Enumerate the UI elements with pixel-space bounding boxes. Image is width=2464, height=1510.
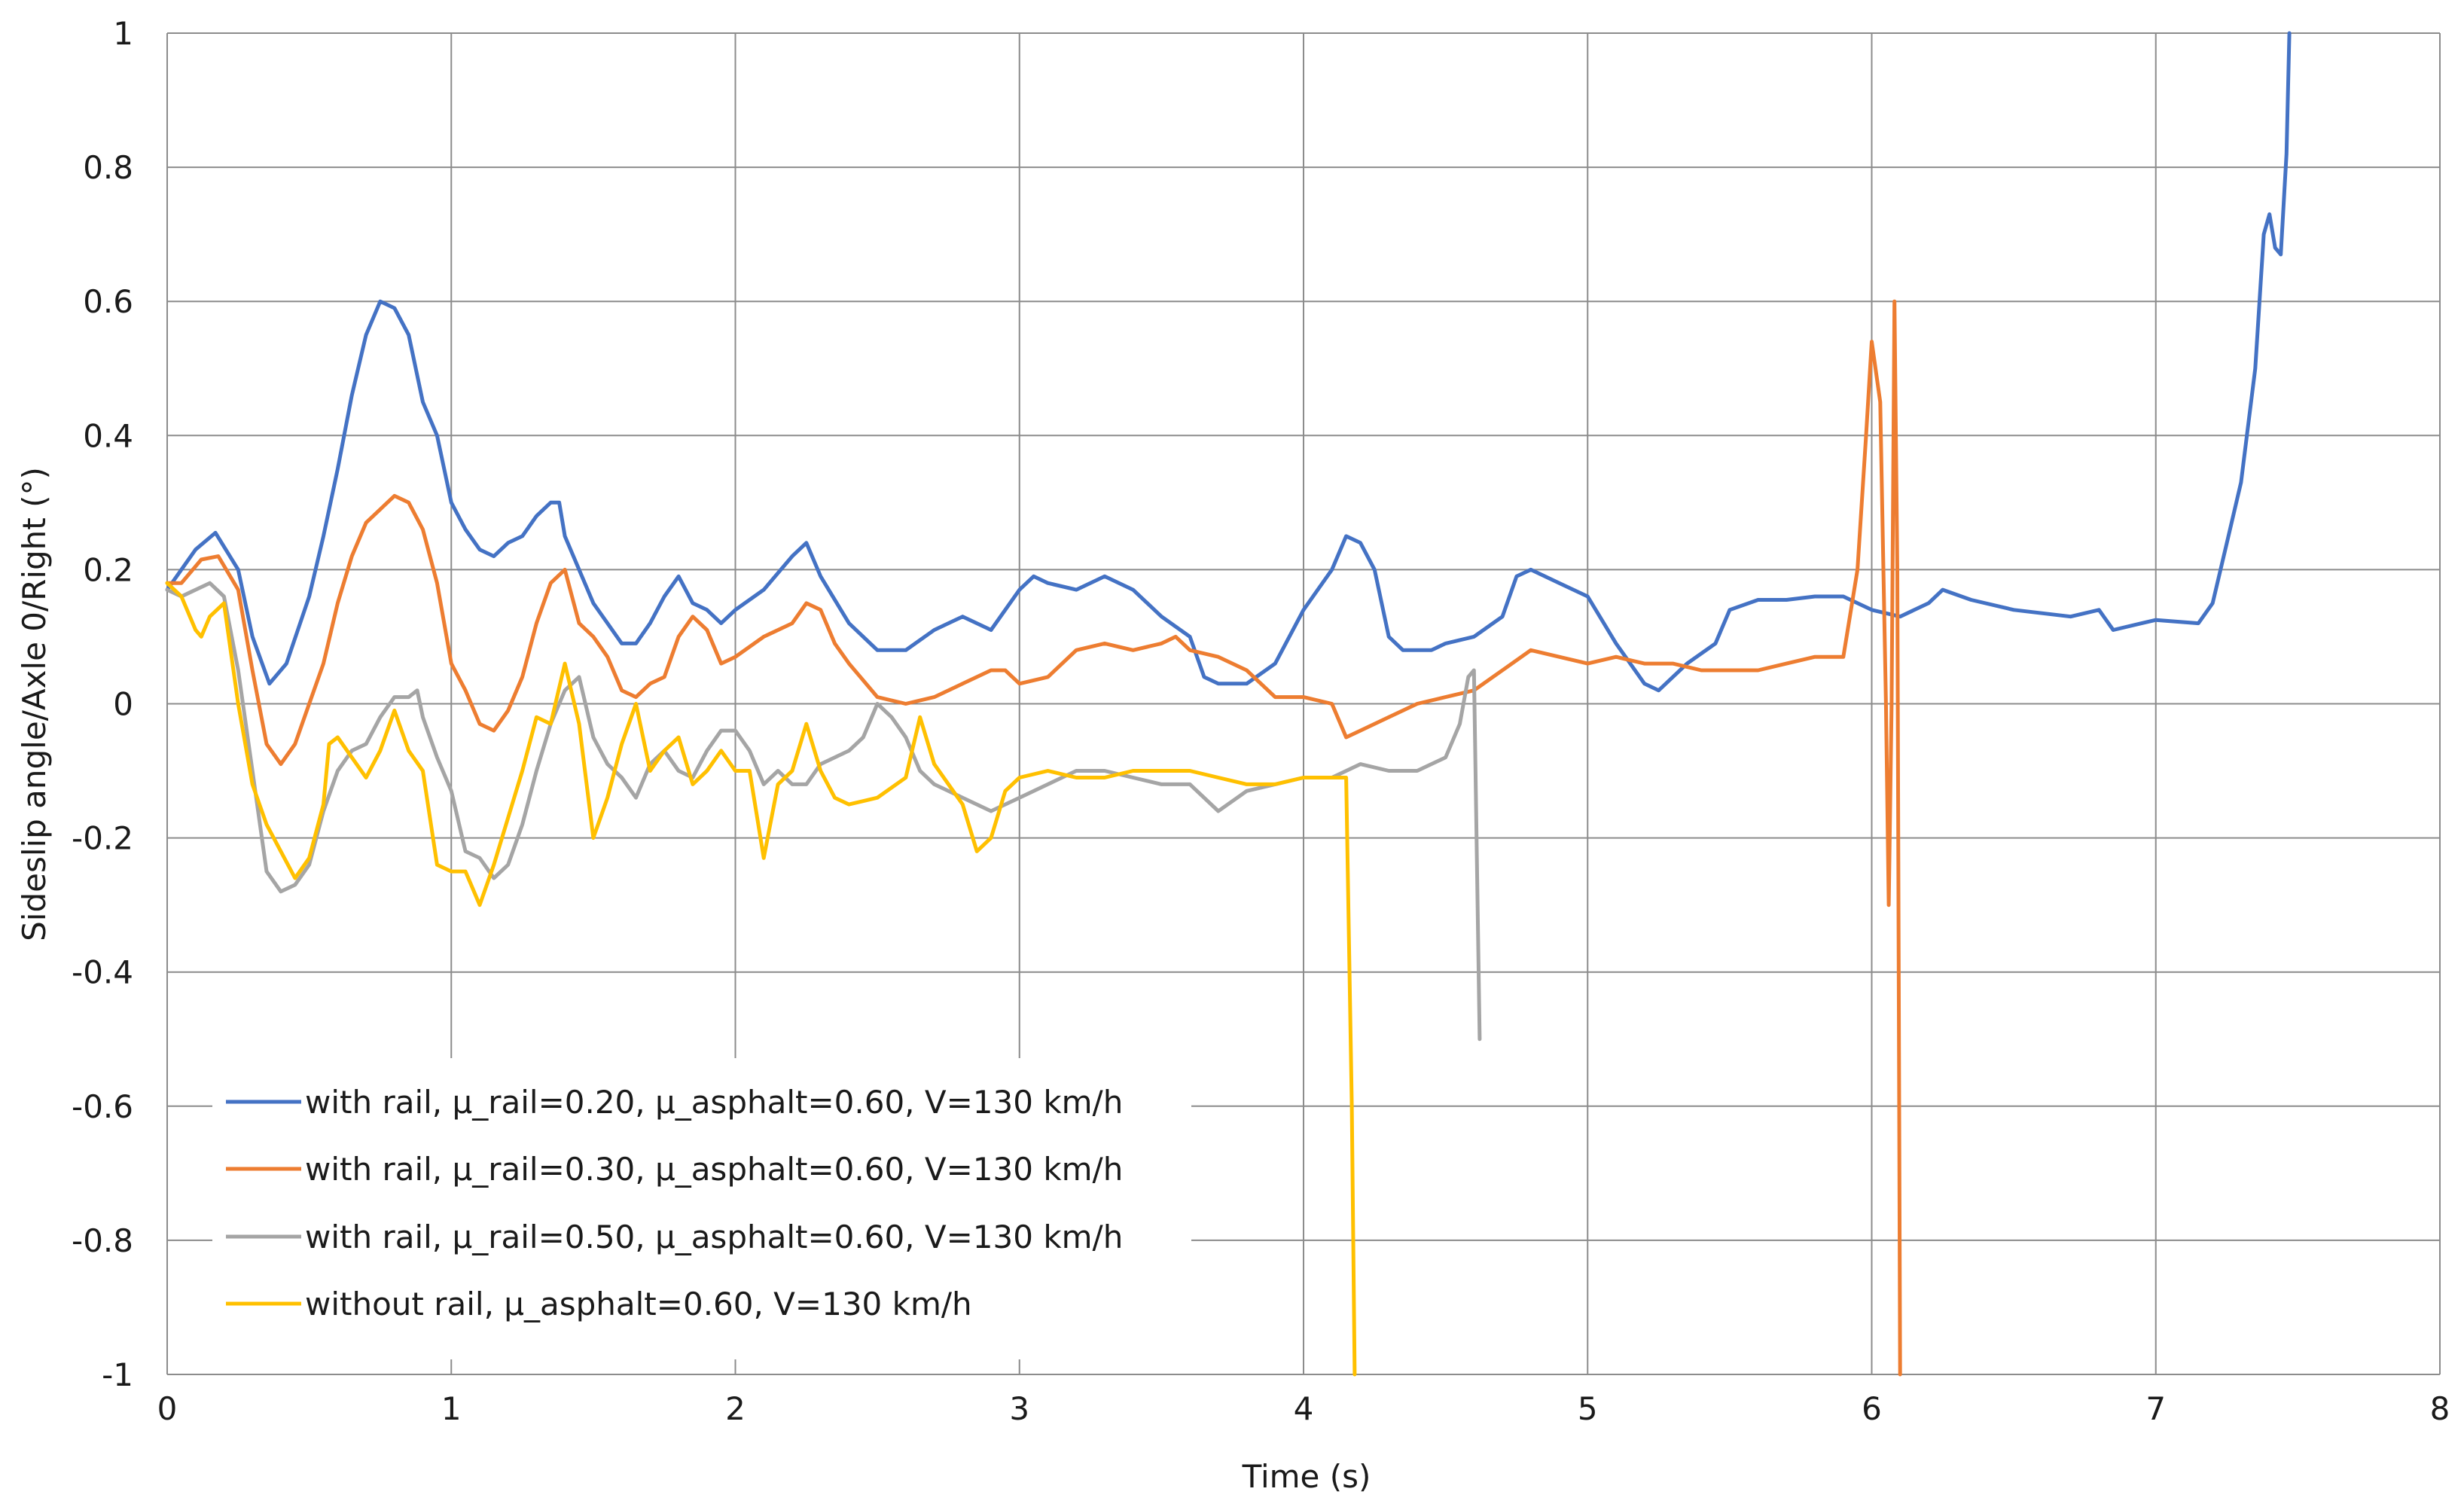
- gridlines: [166, 32, 2441, 1375]
- legend-label-3: without rail, μ_asphalt=0.60, V=130 km/h: [305, 1286, 972, 1322]
- legend-background: [212, 1058, 1191, 1359]
- series-line-0: [165, 31, 2292, 693]
- y-tick-label: 0.2: [83, 551, 133, 588]
- y-tick-label: 1: [113, 15, 133, 52]
- series-line-1: [165, 299, 1902, 1377]
- y-tick-label: -1: [102, 1356, 133, 1393]
- x-tick-label: 0: [157, 1390, 178, 1427]
- y-axis-title: Sideslip angle/Axle 0/Right (°): [16, 467, 53, 941]
- series-lines: [165, 31, 2292, 1377]
- legend-label-1: with rail, μ_rail=0.30, μ_asphalt=0.60, …: [305, 1151, 1123, 1188]
- y-tick-label: 0.4: [83, 417, 133, 454]
- y-tick-labels: 1 0.8 0.6 0.4 0.2 0 -0.2 -0.4 -0.6 -0.8 -1: [72, 15, 133, 1393]
- x-tick-label: 3: [1009, 1390, 1029, 1427]
- x-tick-label: 1: [441, 1390, 462, 1427]
- x-tick-label: 7: [2145, 1390, 2166, 1427]
- series-line-3: [165, 581, 1357, 1377]
- y-tick-label: 0: [113, 686, 133, 723]
- legend-label-2: with rail, μ_rail=0.50, μ_asphalt=0.60, …: [305, 1219, 1123, 1255]
- x-tick-label: 6: [1862, 1390, 1882, 1427]
- legend: with rail, μ_rail=0.20, μ_asphalt=0.60, …: [212, 1058, 1191, 1359]
- x-tick-labels: 0 1 2 3 4 5 6 7 8: [157, 1390, 2450, 1427]
- y-tick-label: -0.6: [72, 1088, 133, 1125]
- x-tick-label: 2: [725, 1390, 746, 1427]
- y-tick-label: -0.4: [72, 954, 133, 991]
- y-tick-label: 0.6: [83, 283, 133, 320]
- series-line-2: [165, 581, 1482, 1042]
- x-tick-label: 5: [1578, 1390, 1598, 1427]
- x-axis-title: Time (s): [1242, 1458, 1371, 1495]
- x-tick-label: 4: [1294, 1390, 1314, 1427]
- x-tick-label: 8: [2430, 1390, 2450, 1427]
- legend-label-0: with rail, μ_rail=0.20, μ_asphalt=0.60, …: [305, 1084, 1123, 1121]
- y-tick-label: -0.8: [72, 1222, 133, 1259]
- y-tick-label: 0.8: [83, 149, 133, 186]
- y-tick-label: -0.2: [72, 820, 133, 857]
